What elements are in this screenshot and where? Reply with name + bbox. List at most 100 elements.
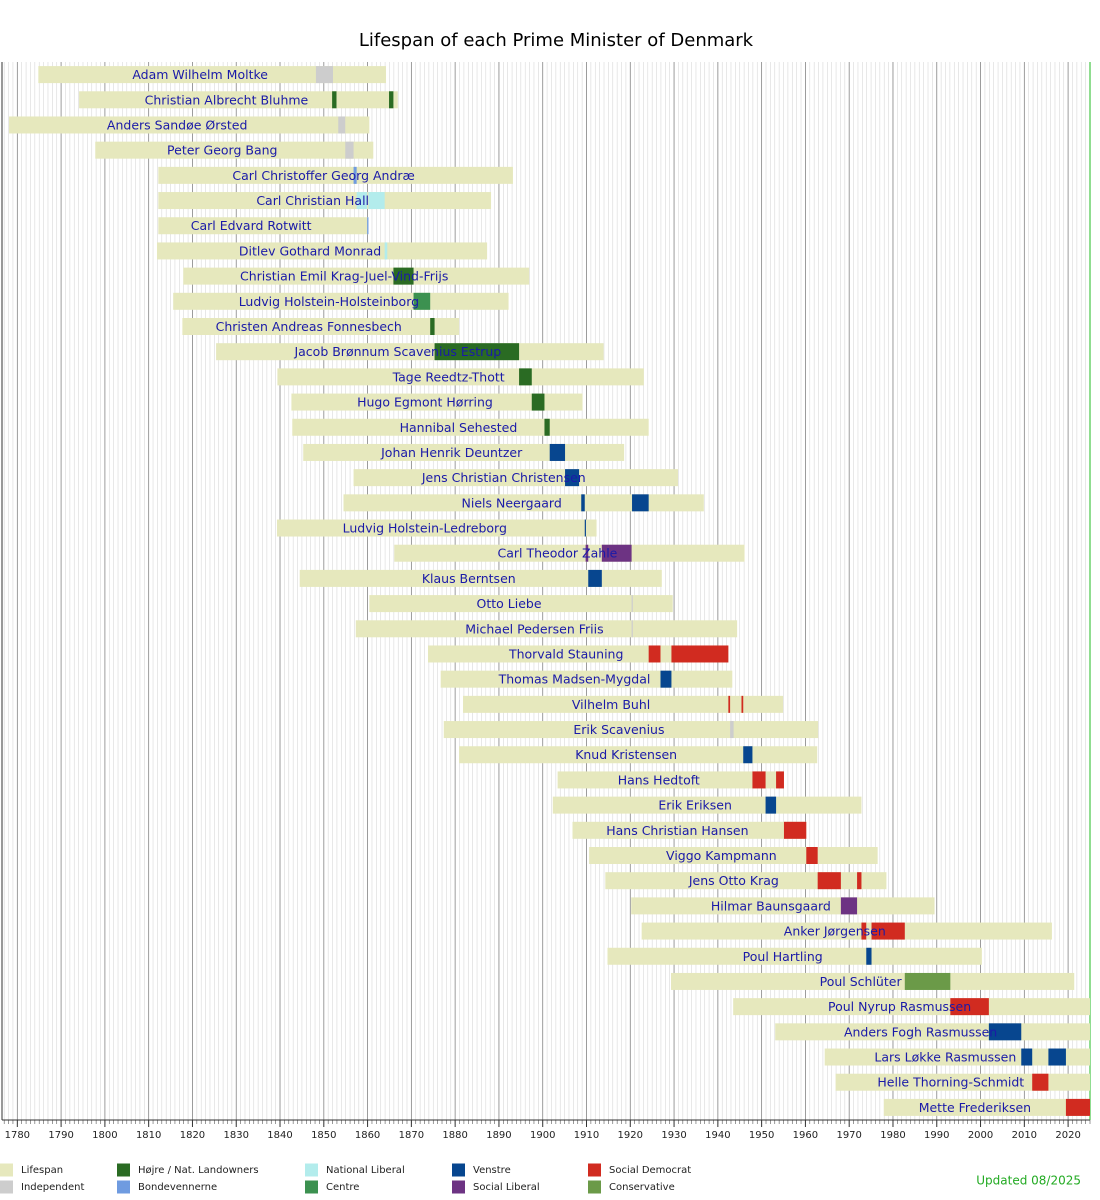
lifespan-bar [355,620,738,638]
x-tick-label: 1960 [793,1130,818,1141]
term-bar [332,91,337,109]
x-tick-label: 1860 [355,1130,380,1141]
x-tick-label: 1810 [136,1130,161,1141]
x-tick-label: 1830 [224,1130,249,1141]
pm-name: Lars Løkke Rasmussen [874,1050,1016,1065]
pm-name: Michael Pedersen Friis [465,621,603,636]
lifespan-bar [440,670,733,688]
pm-name: Carl Christian Hall [256,193,369,208]
lifespan-bar [394,544,745,562]
x-tick-label: 1970 [836,1130,861,1141]
x-tick-label: 2000 [968,1130,993,1141]
lifespan-bar [343,494,704,512]
lifespan-bar [589,847,878,864]
term-bar [730,721,734,739]
pm-name: Hannibal Sehested [400,420,518,435]
pm-name: Ditlev Gothard Monrad [239,243,381,258]
x-tick-label: 1890 [486,1130,511,1141]
legend-swatch [117,1180,130,1194]
term-bar [765,796,777,814]
pm-name: Christen Andreas Fonnesbech [216,319,402,334]
term-bar [648,645,661,663]
term-bar [1065,1098,1090,1116]
legend-label: Independent [21,1182,84,1193]
pm-name: Christian Albrecht Bluhme [145,92,309,107]
term-bar [389,91,394,109]
lifespan-bar [277,368,644,386]
lifespan-bar [292,418,649,436]
x-tick-label: 1920 [618,1130,643,1141]
lifespan-bar [605,872,887,890]
lifespan-bar [443,721,819,739]
x-tick-label: 1880 [442,1130,467,1141]
x-tick-label: 1850 [311,1130,336,1141]
x-tick-label: 1800 [92,1130,117,1141]
updated-note: Updated 08/2025 [976,1174,1081,1188]
term-bar [1032,1073,1049,1091]
pm-name: Klaus Berntsen [422,571,516,586]
term-bar [434,343,520,361]
lifespan-bar [733,998,1090,1016]
lifespan-bar [182,318,460,335]
term-bar [353,166,357,184]
pm-name: Adam Wilhelm Moltke [132,67,268,82]
term-bar [806,847,818,864]
legend-label: Social Liberal [473,1182,540,1193]
legend-label: Højre / Nat. Landowners [138,1165,259,1176]
term-bar [783,821,807,839]
pm-name: Hans Christian Hansen [606,823,748,838]
legend-label: Bondevennerne [138,1182,217,1193]
term-bar [728,695,731,713]
lifespan-bar [607,947,982,965]
x-tick-label: 1870 [399,1130,424,1141]
pm-name: Jens Christian Christensen [421,470,586,485]
lifespan-bar [572,821,807,839]
lifespan-bar [353,469,679,487]
pm-name: Poul Nyrup Rasmussen [828,999,971,1014]
pm-name: Tage Reedtz-Thott [392,369,505,384]
term-bar [743,746,753,764]
term-bar [588,569,602,587]
term-bar [752,771,766,789]
term-bar [581,494,585,512]
lifespan-bar [299,569,662,587]
term-bar [549,443,566,461]
pm-name: Knud Kristensen [575,747,677,762]
lifespan-bar [631,897,935,915]
pm-name: Johan Henrik Deuntzer [380,445,523,460]
legend-swatch [0,1180,13,1194]
x-tick-label: 1910 [574,1130,599,1141]
term-bar [393,267,414,285]
term-bar [384,242,388,260]
lifespan-bar [291,393,583,411]
legend-label: Conservative [609,1182,675,1193]
pm-name: Anders Fogh Rasmussen [844,1024,997,1039]
x-tick-label: 1790 [48,1130,73,1141]
term-bar [871,922,905,940]
pm-name: Peter Georg Bang [167,143,277,158]
lifespan-bar [79,91,398,109]
chart-title: Lifespan of each Prime Minister of Denma… [359,30,754,51]
term-bar [631,620,633,638]
x-tick-label: 2010 [1012,1130,1037,1141]
lifespan-bar [95,141,374,159]
pm-name: Jacob Brønnum Scavenius Estrup [293,344,501,359]
term-bar [660,670,672,688]
x-tick-label: 1940 [705,1130,730,1141]
pm-name: Hilmar Baunsgaard [711,898,831,913]
term-bar [632,494,649,512]
term-bar [356,192,368,210]
pm-name: Viggo Kampmann [666,848,777,863]
term-bar [585,544,589,562]
pm-name: Poul Schlüter [820,974,903,989]
term-bar [631,595,633,613]
lifespan-bar [557,771,784,789]
x-tick-label: 1900 [530,1130,555,1141]
term-bar [861,922,867,940]
pm-name: Thomas Madsen-Mygdal [498,672,651,687]
lifespan-bar [158,217,369,235]
legend-swatch [0,1163,13,1177]
lifespan-bar [38,66,386,84]
legend-label: Social Democrat [609,1165,691,1176]
